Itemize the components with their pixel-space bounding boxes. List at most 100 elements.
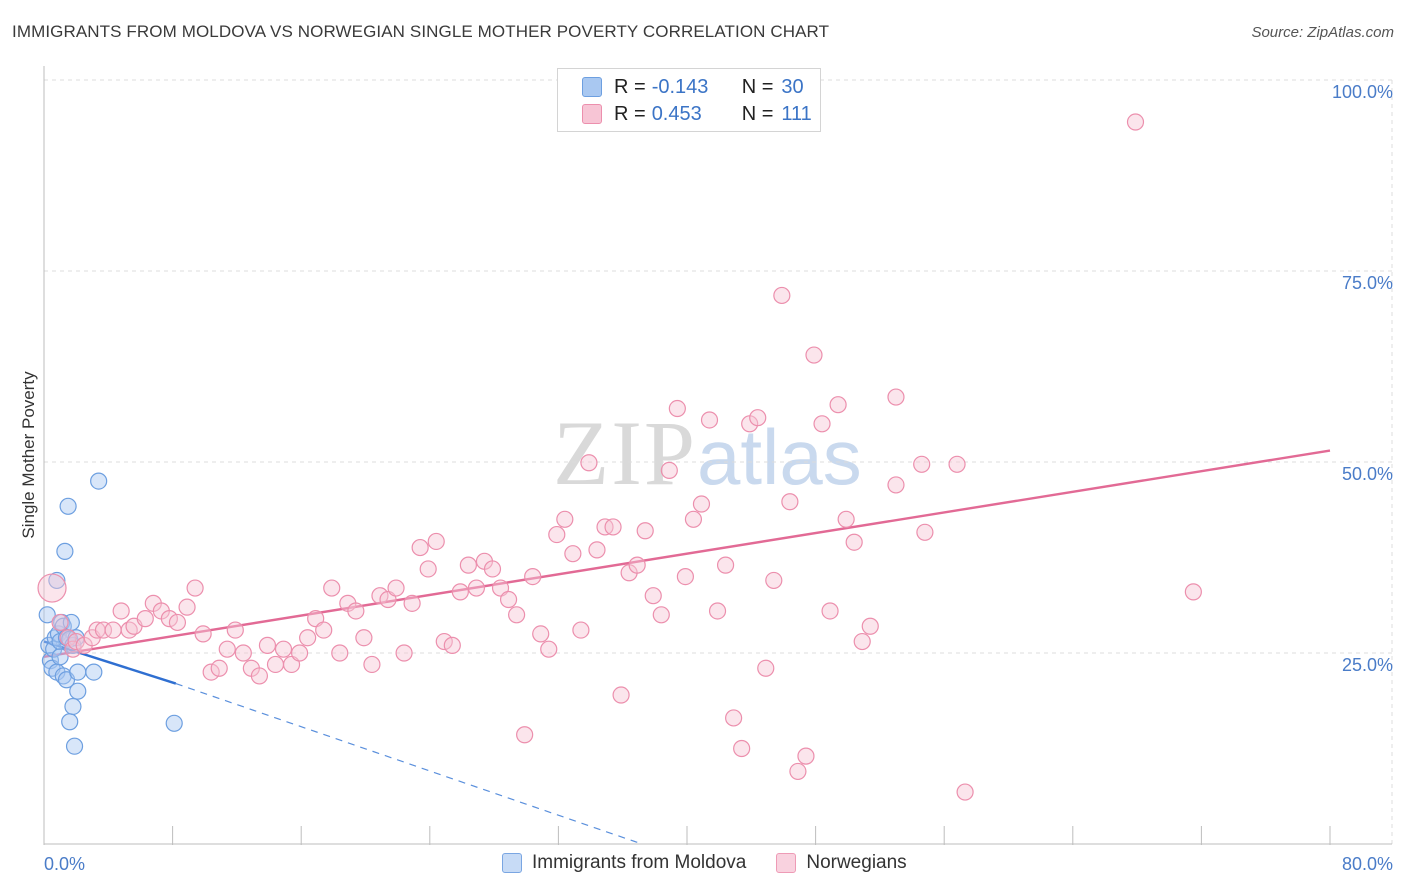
x-tick-label: 80.0% bbox=[1342, 854, 1393, 874]
series-legend-norwegians[interactable]: Norwegians bbox=[776, 852, 907, 874]
moldova-point bbox=[69, 682, 87, 700]
norwegian-point bbox=[821, 602, 839, 620]
moldova-trend-extension bbox=[175, 682, 643, 845]
norwegian-point bbox=[572, 621, 590, 639]
norwegian-point bbox=[781, 493, 799, 511]
norwegian-point bbox=[290, 644, 309, 662]
norwegian-trend-line bbox=[43, 449, 1331, 659]
norwegian-point bbox=[387, 579, 405, 597]
legend-swatch-norwegians bbox=[582, 104, 602, 124]
moldova-point bbox=[59, 497, 77, 515]
norwegian-point bbox=[773, 286, 791, 305]
norwegian-point bbox=[403, 594, 421, 612]
norwegian-point bbox=[532, 625, 550, 643]
norwegian-point bbox=[323, 579, 341, 597]
y-axis-label: Single Mother Poverty bbox=[19, 371, 38, 539]
norwegian-point bbox=[700, 411, 719, 429]
norwegian-point bbox=[363, 655, 381, 674]
gridlines bbox=[44, 79, 1393, 844]
norwegian-point bbox=[916, 523, 934, 541]
norwegian-point bbox=[725, 709, 743, 727]
chart-title: IMMIGRANTS FROM MOLDOVA VS NORWEGIAN SIN… bbox=[12, 22, 830, 41]
norwegian-point bbox=[37, 573, 67, 603]
source-credit: Source: ZipAtlas.com bbox=[1251, 24, 1394, 41]
norwegian-point bbox=[708, 602, 727, 620]
norwegian-point bbox=[797, 747, 815, 765]
norwegian-point bbox=[765, 571, 783, 590]
norwegian-point bbox=[202, 663, 220, 681]
norwegian-point bbox=[684, 510, 703, 528]
moldova-point bbox=[64, 697, 82, 716]
norwegian-point bbox=[789, 762, 807, 781]
norwegian-point bbox=[499, 590, 518, 609]
legend-r-label: R = bbox=[614, 102, 646, 125]
norwegian-point bbox=[548, 525, 566, 544]
y-tick-label: 100.0% bbox=[1332, 82, 1393, 102]
norwegian-point bbox=[805, 346, 823, 364]
norwegian-point bbox=[749, 409, 767, 427]
norwegian-point bbox=[733, 739, 751, 758]
norwegian-point bbox=[347, 602, 365, 620]
legend-r-value: -0.143 bbox=[651, 75, 709, 98]
norwegian-point bbox=[258, 636, 277, 654]
series-label-norwegians: Norwegians bbox=[806, 852, 907, 873]
norwegian-point bbox=[757, 659, 775, 677]
norwegian-point bbox=[1126, 113, 1145, 131]
norwegian-point bbox=[427, 532, 445, 551]
y-tick-label: 50.0% bbox=[1342, 464, 1393, 484]
norwegian-point bbox=[435, 632, 453, 651]
norwegian-point bbox=[813, 415, 831, 433]
norwegian-point bbox=[913, 455, 931, 473]
series-swatch-norwegians bbox=[776, 853, 797, 873]
axes bbox=[43, 66, 1392, 845]
norwegian-point bbox=[459, 556, 477, 574]
data-points bbox=[37, 113, 1202, 801]
moldova-point bbox=[65, 737, 84, 755]
trend-lines bbox=[43, 449, 1331, 845]
moldova-point bbox=[48, 571, 66, 590]
norwegian-point bbox=[331, 644, 349, 662]
norwegian-point bbox=[186, 579, 204, 597]
legend-n-label: N = bbox=[741, 102, 774, 125]
legend-n-value: 111 bbox=[781, 102, 812, 125]
norwegian-point bbox=[226, 621, 244, 639]
norwegian-point bbox=[604, 518, 622, 536]
norwegian-point bbox=[67, 632, 85, 651]
norwegian-point bbox=[104, 621, 122, 639]
norwegian-point bbox=[887, 388, 905, 406]
norwegian-point bbox=[355, 629, 373, 647]
moldova-point bbox=[90, 472, 108, 490]
norwegian-point bbox=[234, 644, 252, 662]
norwegian-point bbox=[210, 659, 228, 677]
norwegian-point bbox=[716, 556, 735, 574]
norwegian-point bbox=[636, 522, 654, 540]
series-label-moldova: Immigrants from Moldova bbox=[532, 852, 747, 873]
norwegian-point bbox=[112, 602, 130, 620]
moldova-point bbox=[56, 542, 74, 560]
legend-row-moldova: R = -0.143 N = 30 bbox=[582, 74, 804, 100]
norwegian-point bbox=[51, 613, 69, 632]
moldova-point bbox=[85, 663, 103, 681]
norwegian-point bbox=[411, 538, 429, 557]
norwegian-point bbox=[371, 587, 389, 605]
norwegian-point bbox=[136, 610, 154, 628]
norwegian-point bbox=[652, 606, 670, 624]
norwegian-point bbox=[556, 510, 574, 528]
norwegian-point bbox=[443, 636, 461, 654]
norwegian-point bbox=[861, 617, 879, 635]
norwegian-point bbox=[853, 632, 871, 651]
norwegian-point bbox=[395, 644, 413, 662]
norwegian-point bbox=[508, 606, 526, 624]
norwegian-point bbox=[540, 640, 558, 658]
norwegian-point bbox=[194, 625, 212, 643]
norwegian-point bbox=[845, 533, 863, 551]
norwegian-point bbox=[948, 455, 966, 473]
norwegian-point bbox=[524, 567, 542, 586]
series-legend-moldova[interactable]: Immigrants from Moldova bbox=[502, 852, 746, 874]
legend-row-norwegians: R = 0.453 N = 111 bbox=[582, 101, 812, 127]
norwegian-point bbox=[516, 726, 534, 744]
series-legend: Immigrants from Moldova Norwegians bbox=[502, 852, 937, 874]
norwegian-point bbox=[564, 545, 582, 563]
norwegian-point bbox=[250, 667, 269, 685]
